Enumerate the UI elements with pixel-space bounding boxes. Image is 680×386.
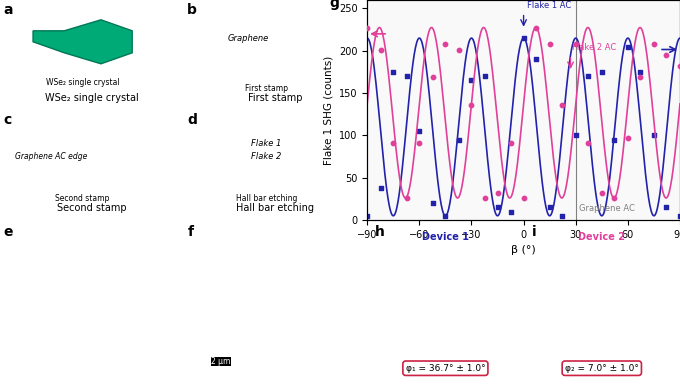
Point [634, 69, 645, 75]
Point [506, 208, 517, 215]
Point [596, 190, 607, 196]
Point [518, 35, 529, 41]
Point [362, 24, 373, 30]
Point [480, 73, 491, 79]
Text: φ₁ = 36.7° ± 1.0°: φ₁ = 36.7° ± 1.0° [405, 364, 486, 373]
Text: Hall bar etching: Hall bar etching [235, 193, 297, 203]
Point [402, 195, 413, 201]
Text: Graphene AC edge: Graphene AC edge [15, 152, 88, 161]
Text: b: b [187, 3, 197, 17]
Text: d: d [187, 113, 197, 127]
Point [428, 200, 439, 206]
Point [440, 213, 451, 219]
Text: Device 2: Device 2 [578, 232, 626, 242]
Text: a: a [3, 3, 13, 17]
Point [556, 213, 567, 219]
Point [571, 41, 581, 47]
Point [454, 46, 464, 52]
Point [414, 128, 425, 134]
Point [675, 213, 680, 219]
Text: Flake 2 AC: Flake 2 AC [573, 44, 617, 52]
Point [530, 24, 541, 30]
Point [634, 74, 645, 80]
X-axis label: β (°): β (°) [511, 245, 536, 255]
Point [675, 63, 680, 69]
Point [492, 204, 503, 210]
Text: e: e [3, 225, 13, 239]
Point [649, 132, 660, 139]
Point [530, 56, 541, 62]
Point [622, 134, 633, 141]
Point [414, 140, 425, 146]
Point [583, 73, 594, 79]
Text: WSe₂ single crystal: WSe₂ single crystal [45, 93, 139, 103]
Point [596, 69, 607, 75]
Point [571, 132, 581, 139]
Polygon shape [33, 20, 132, 64]
Point [556, 102, 567, 108]
Point [466, 77, 477, 83]
Text: Device 1: Device 1 [422, 232, 469, 242]
Text: f: f [187, 225, 193, 239]
Point [362, 213, 373, 219]
Text: First stamp: First stamp [248, 93, 303, 103]
Point [440, 41, 451, 47]
Point [622, 44, 633, 50]
Text: h: h [375, 225, 385, 239]
Text: Graphene AC: Graphene AC [579, 204, 635, 213]
Point [454, 137, 464, 143]
Text: i: i [532, 225, 536, 239]
Point [506, 140, 517, 146]
Text: WSe₂ single crystal: WSe₂ single crystal [46, 78, 120, 87]
Point [466, 102, 477, 108]
Text: 2 μm: 2 μm [211, 357, 231, 366]
Text: First stamp: First stamp [245, 83, 288, 93]
Text: φ₂ = 7.0° ± 1.0°: φ₂ = 7.0° ± 1.0° [565, 364, 639, 373]
Text: Hall bar etching: Hall bar etching [237, 203, 314, 213]
Point [388, 140, 398, 146]
Point [544, 41, 555, 47]
Text: Flake 1: Flake 1 [251, 139, 282, 147]
Text: Second stamp: Second stamp [57, 203, 126, 213]
Point [375, 46, 386, 52]
Point [649, 41, 660, 47]
Point [544, 204, 555, 210]
Point [609, 137, 619, 143]
Text: Flake 1 AC: Flake 1 AC [527, 1, 571, 10]
Point [480, 195, 491, 201]
Y-axis label: Flake 1 SHG (counts): Flake 1 SHG (counts) [323, 55, 333, 165]
Point [428, 74, 439, 80]
Point [402, 73, 413, 79]
Text: c: c [3, 113, 12, 127]
Text: Flake 2: Flake 2 [251, 152, 282, 161]
Point [609, 195, 619, 201]
Point [661, 204, 672, 210]
Point [375, 185, 386, 191]
Point [583, 140, 594, 146]
Point [492, 190, 503, 196]
Point [388, 69, 398, 75]
Text: Second stamp: Second stamp [56, 193, 109, 203]
Point [661, 52, 672, 58]
Point [518, 195, 529, 201]
Text: g: g [330, 0, 339, 10]
Text: Graphene: Graphene [227, 34, 269, 43]
